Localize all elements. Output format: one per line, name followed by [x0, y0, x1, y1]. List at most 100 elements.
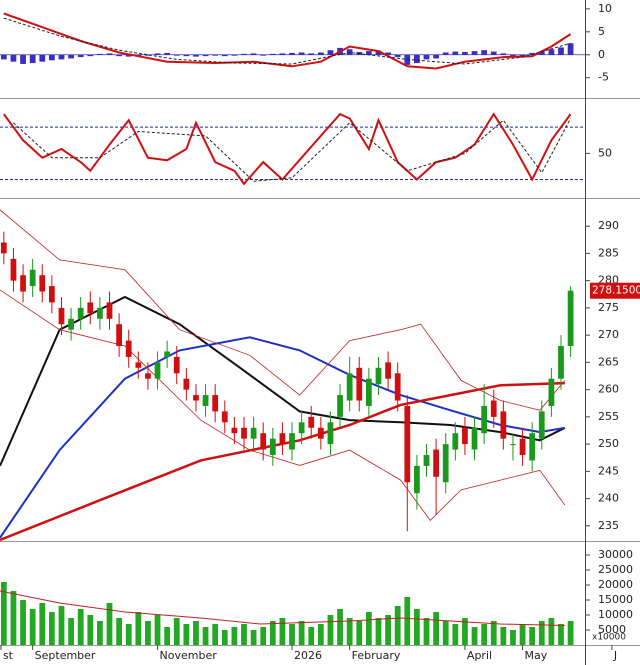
- x-tick-label: May: [525, 649, 548, 662]
- y-tick-label: 0: [598, 48, 605, 61]
- macd-bar: [241, 53, 247, 55]
- indicator-line: [0, 209, 566, 411]
- candle-body: [289, 433, 295, 450]
- candle-body: [29, 269, 36, 287]
- candle-body: [202, 395, 209, 406]
- x-tick-label: February: [352, 649, 401, 662]
- candle-body: [0, 242, 7, 254]
- volume-bar: [0, 582, 7, 645]
- volume-bar: [375, 618, 382, 645]
- macd-bar: [193, 54, 199, 57]
- y-tick-label: 5000: [598, 623, 626, 636]
- macd-bar: [58, 54, 65, 60]
- volume-bar: [279, 618, 286, 645]
- y-tick-label: 290: [598, 219, 619, 232]
- macd-bar: [77, 54, 84, 58]
- candle-body: [231, 427, 238, 434]
- volume-bar: [250, 630, 257, 645]
- macd-bar: [221, 54, 228, 57]
- candle-body: [558, 346, 564, 379]
- macd-bar: [116, 54, 122, 57]
- candle-body: [462, 427, 468, 445]
- volume-bar: [77, 609, 84, 645]
- y-tick-label: -5: [598, 71, 609, 84]
- candle-body: [106, 302, 113, 319]
- candle-body: [346, 373, 353, 401]
- macd-bar: [202, 54, 209, 57]
- y-tick-label: 5: [598, 25, 605, 38]
- volume-bar: [221, 630, 228, 645]
- volume-bar: [10, 591, 17, 645]
- candle-body: [87, 302, 94, 314]
- y-tick-label: 15000: [598, 593, 633, 606]
- macd-bar: [250, 53, 257, 55]
- candle-body: [212, 395, 219, 412]
- volume-bar: [462, 618, 468, 645]
- volume-bar: [308, 627, 315, 645]
- volume-bar: [481, 624, 488, 645]
- volume-bar: [490, 621, 497, 645]
- volume-bar: [433, 612, 439, 645]
- candle-body: [394, 373, 401, 401]
- macd-bar: [394, 54, 401, 58]
- candle-body: [308, 416, 315, 428]
- indicator-line: [0, 295, 566, 467]
- macd-bar: [298, 52, 305, 55]
- candle-body: [442, 444, 449, 483]
- indicator-line: [0, 336, 565, 539]
- volume-bar: [58, 606, 65, 645]
- y-tick-label: 20000: [598, 578, 633, 591]
- candle-body: [490, 400, 497, 417]
- volume-bar: [135, 612, 142, 645]
- y-tick-label: 10: [598, 2, 612, 15]
- macd-bar: [375, 50, 382, 55]
- macd-bar: [0, 54, 7, 60]
- macd-bar: [317, 52, 324, 55]
- volume-bar: [289, 624, 295, 645]
- volume-bar: [241, 624, 247, 645]
- x-tick-label: November: [160, 649, 218, 662]
- x-tick-label: April: [467, 649, 492, 662]
- macd-bar: [289, 52, 295, 55]
- volume-bar: [365, 612, 372, 645]
- volume-bar: [298, 621, 305, 645]
- candle-body: [58, 307, 65, 325]
- macd-bar: [327, 50, 334, 55]
- volume-bar: [154, 615, 161, 645]
- macd-bar: [308, 53, 315, 55]
- candle-body: [471, 427, 478, 450]
- volume-bar: [145, 621, 151, 645]
- macd-bar: [414, 54, 420, 64]
- macd-bar: [106, 53, 113, 55]
- candle-body: [10, 258, 17, 281]
- x-tick-label: 2026: [294, 649, 322, 662]
- volume-bar: [125, 624, 132, 645]
- y-tick-label: 260: [598, 383, 619, 396]
- candle-body: [298, 422, 305, 434]
- candle-body: [145, 373, 151, 379]
- volume-bar: [212, 624, 219, 645]
- volume-bar: [337, 609, 343, 645]
- macd-bar: [510, 54, 516, 57]
- candle-body: [365, 378, 372, 406]
- volume-bar: [68, 618, 74, 645]
- candle-body: [385, 362, 391, 379]
- volume-bar: [423, 618, 430, 645]
- macd-bar: [519, 54, 526, 57]
- y-tick-label: 235: [598, 519, 619, 532]
- macd-bar: [365, 51, 372, 55]
- candle-body: [68, 318, 74, 330]
- volume-bar: [173, 618, 180, 645]
- x-tick-label: September: [35, 649, 96, 662]
- volume-bar: [452, 624, 459, 645]
- volume-bar: [260, 627, 267, 645]
- volume-bar: [519, 624, 526, 645]
- candle-body: [548, 378, 555, 406]
- volume-bar: [183, 624, 190, 645]
- y-tick-label: 250: [598, 437, 619, 450]
- candle-body: [538, 411, 545, 439]
- indicator-line: [3, 17, 571, 65]
- macd-bar: [212, 54, 219, 56]
- y-tick-label: 10000: [598, 608, 633, 621]
